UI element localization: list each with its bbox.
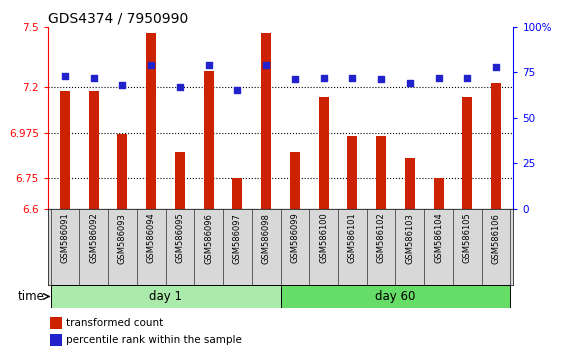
Point <box>319 75 328 80</box>
Point <box>406 80 415 86</box>
Bar <box>50 317 62 329</box>
Text: GSM586102: GSM586102 <box>376 213 385 263</box>
Bar <box>290 152 300 209</box>
Text: GSM586101: GSM586101 <box>348 213 357 263</box>
Text: GSM586095: GSM586095 <box>176 213 185 263</box>
Text: GSM586092: GSM586092 <box>89 213 98 263</box>
Bar <box>204 71 214 209</box>
Text: GSM586099: GSM586099 <box>291 213 300 263</box>
Point <box>146 62 155 68</box>
Point <box>463 75 472 80</box>
Text: GSM586098: GSM586098 <box>261 213 270 263</box>
Bar <box>50 285 280 308</box>
Point <box>89 75 98 80</box>
Bar <box>376 136 386 209</box>
Text: day 1: day 1 <box>149 290 182 303</box>
Bar <box>462 97 472 209</box>
Bar <box>261 33 271 209</box>
Bar <box>491 83 501 209</box>
Bar <box>50 334 62 346</box>
Text: GSM586104: GSM586104 <box>434 213 443 263</box>
Point <box>204 62 213 68</box>
Text: GSM586096: GSM586096 <box>204 213 213 263</box>
Point <box>176 84 185 90</box>
Bar <box>175 152 185 209</box>
Point <box>291 76 300 82</box>
Text: GSM586097: GSM586097 <box>233 213 242 263</box>
Point <box>348 75 357 80</box>
Bar <box>405 158 415 209</box>
Text: GSM586093: GSM586093 <box>118 213 127 263</box>
Text: day 60: day 60 <box>375 290 416 303</box>
Bar <box>60 91 70 209</box>
Point <box>118 82 127 88</box>
Text: time: time <box>18 290 45 303</box>
Text: GSM586100: GSM586100 <box>319 213 328 263</box>
Bar <box>232 178 242 209</box>
Text: GSM586106: GSM586106 <box>491 213 500 263</box>
Bar <box>319 97 329 209</box>
Text: percentile rank within the sample: percentile rank within the sample <box>66 335 242 345</box>
Point <box>491 64 500 69</box>
Text: GSM586105: GSM586105 <box>463 213 472 263</box>
Text: GSM586091: GSM586091 <box>61 213 70 263</box>
Text: GSM586103: GSM586103 <box>406 213 415 263</box>
Bar <box>89 91 99 209</box>
Text: transformed count: transformed count <box>66 318 164 328</box>
Bar <box>434 178 444 209</box>
Point <box>434 75 443 80</box>
Bar <box>280 285 511 308</box>
Point <box>376 76 385 82</box>
Bar <box>146 33 156 209</box>
Point <box>61 73 70 79</box>
Text: GSM586094: GSM586094 <box>146 213 155 263</box>
Point <box>233 87 242 93</box>
Bar <box>117 134 127 209</box>
Bar <box>347 136 357 209</box>
Text: GDS4374 / 7950990: GDS4374 / 7950990 <box>48 11 188 25</box>
Point <box>261 62 270 68</box>
